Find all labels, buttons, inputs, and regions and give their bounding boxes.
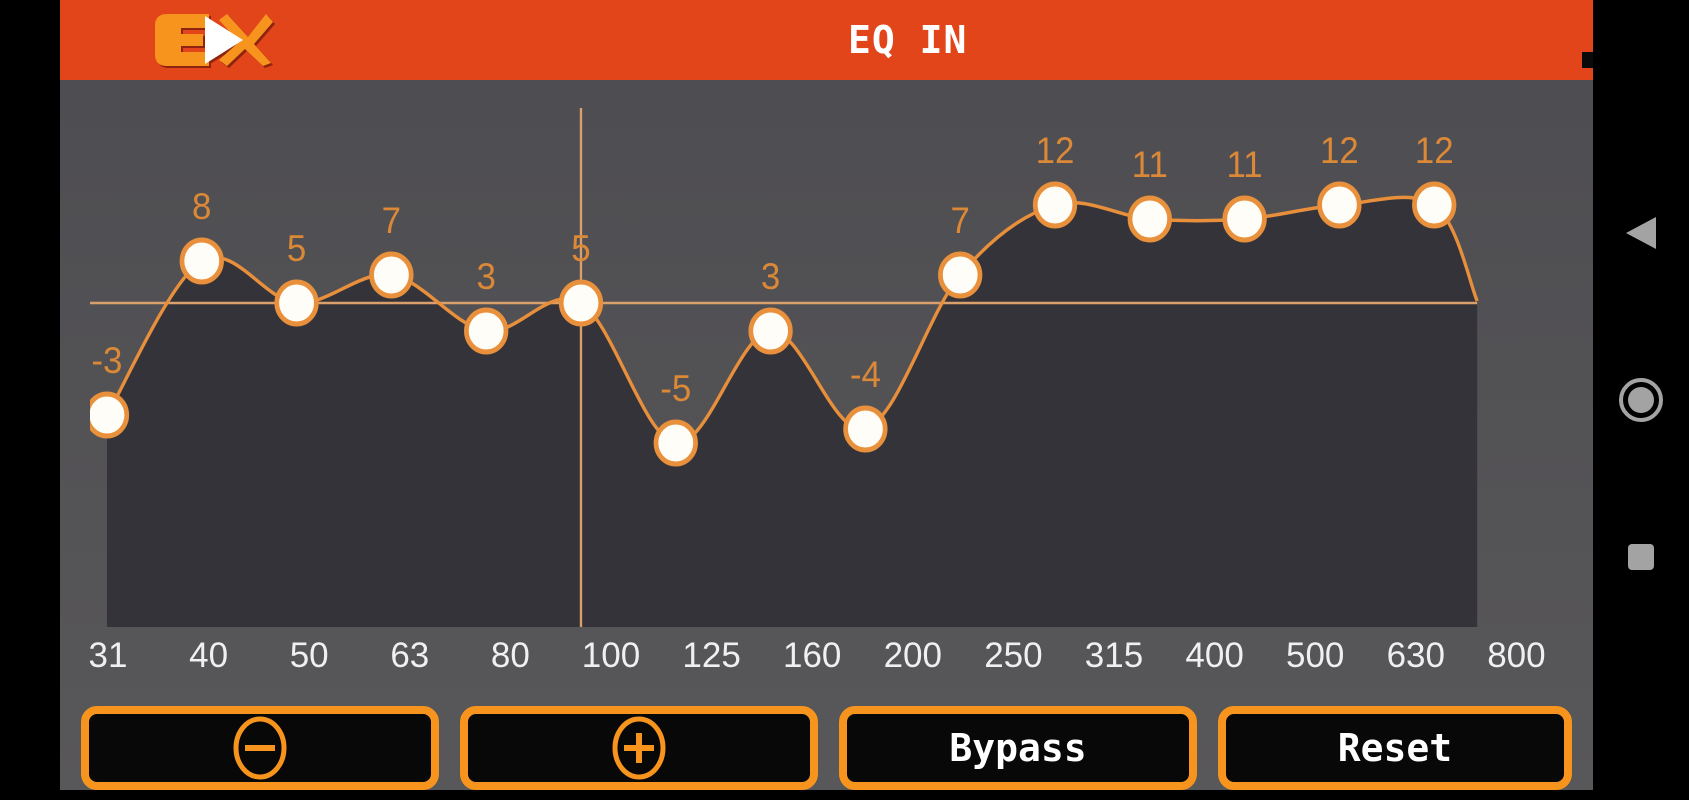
frequency-axis: 31 40 50 63 80 100 125 160 200 250 315 400 500 630 800 (0, 636, 1689, 678)
app-logo (155, 14, 273, 66)
gain-value-label-40hz: 8 (192, 185, 211, 227)
freq-label-200hz: 200 (883, 636, 942, 675)
freq-label-125hz: 125 (682, 636, 741, 675)
gain-value-label-315hz: 12 (1036, 129, 1075, 171)
minus-circle-icon (233, 716, 287, 780)
gain-value-label-250hz: 7 (950, 199, 969, 241)
gain-decrease-button[interactable] (81, 706, 439, 790)
gain-value-label-50hz: 5 (287, 227, 306, 269)
freq-label-80hz: 80 (490, 636, 530, 675)
gain-value-label-63hz: 7 (382, 199, 401, 241)
eq-point-160hz[interactable] (748, 307, 793, 355)
android-nav-bar (1593, 0, 1689, 800)
freq-label-160hz: 160 (782, 636, 842, 675)
freq-label-500hz: 500 (1285, 636, 1345, 675)
gain-value-label-125hz: -5 (660, 367, 691, 409)
plus-circle-icon (612, 716, 666, 780)
eq-curve-chart: -3 8 5 7 3 5 -5 3 -4 7 12 11 11 12 12 (90, 108, 1479, 627)
eq-point-125hz[interactable] (653, 419, 698, 467)
gain-value-label-100hz: 5 (571, 227, 590, 269)
gain-value-label-800hz: 12 (1415, 129, 1454, 171)
freq-label-630hz: 630 (1386, 636, 1445, 675)
gain-value-label-80hz: 3 (476, 255, 495, 297)
header-bar: EQ IN (60, 0, 1643, 80)
reset-button[interactable]: Reset (1218, 706, 1572, 790)
under-curve-fill (106, 197, 1478, 627)
freq-label-40hz: 40 (189, 636, 229, 675)
eq-point-315hz[interactable] (1032, 181, 1078, 229)
home-circle-icon (1619, 378, 1663, 422)
gain-value-label-31hz: -3 (91, 339, 122, 381)
eq-point-200hz[interactable] (843, 405, 888, 453)
eq-point-100hz[interactable] (558, 279, 604, 327)
eq-point-31hz[interactable] (90, 391, 130, 439)
eq-point-250hz[interactable] (938, 251, 983, 299)
nav-home-button[interactable] (1617, 376, 1665, 424)
nav-back-button[interactable] (1617, 209, 1665, 257)
page-title: EQ IN (848, 18, 968, 62)
bypass-button[interactable]: Bypass (839, 706, 1197, 790)
eq-point-400hz[interactable] (1127, 195, 1172, 243)
eq-point-40hz[interactable] (179, 237, 224, 285)
freq-label-63hz: 63 (390, 636, 430, 675)
gain-value-label-400hz: 11 (1132, 143, 1168, 185)
back-triangle-icon (1626, 217, 1656, 249)
gain-value-label-200hz: -4 (850, 353, 881, 395)
freq-label-315hz: 315 (1084, 636, 1144, 675)
freq-label-800hz: 800 (1487, 636, 1546, 675)
eq-point-50hz[interactable] (274, 279, 319, 327)
logo-letter-x (219, 14, 273, 66)
logo-letter-e (155, 14, 209, 66)
gain-increase-button[interactable] (460, 706, 818, 790)
eq-point-500hz[interactable] (1222, 195, 1267, 243)
freq-label-50hz: 50 (289, 636, 329, 675)
gain-value-label-500hz: 11 (1227, 143, 1263, 185)
gain-value-label-160hz: 3 (761, 255, 780, 297)
recents-square-icon (1628, 544, 1654, 570)
freq-label-100hz: 100 (581, 636, 641, 675)
freq-label-31hz: 31 (88, 636, 128, 675)
eq-point-80hz[interactable] (464, 307, 509, 355)
freq-label-400hz: 400 (1185, 636, 1244, 675)
nav-recents-button[interactable] (1617, 533, 1665, 581)
freq-label-250hz: 250 (984, 636, 1043, 675)
bypass-button-label: Bypass (949, 726, 1087, 770)
gain-value-label-630hz: 12 (1320, 129, 1359, 171)
left-bezel (0, 0, 60, 800)
eq-point-800hz[interactable] (1412, 181, 1457, 229)
eq-point-63hz[interactable] (369, 251, 414, 299)
bottom-bezel (60, 790, 1593, 800)
reset-button-label: Reset (1337, 726, 1453, 770)
logo-play-triangle-icon (205, 16, 243, 64)
eq-point-630hz[interactable] (1317, 181, 1362, 229)
